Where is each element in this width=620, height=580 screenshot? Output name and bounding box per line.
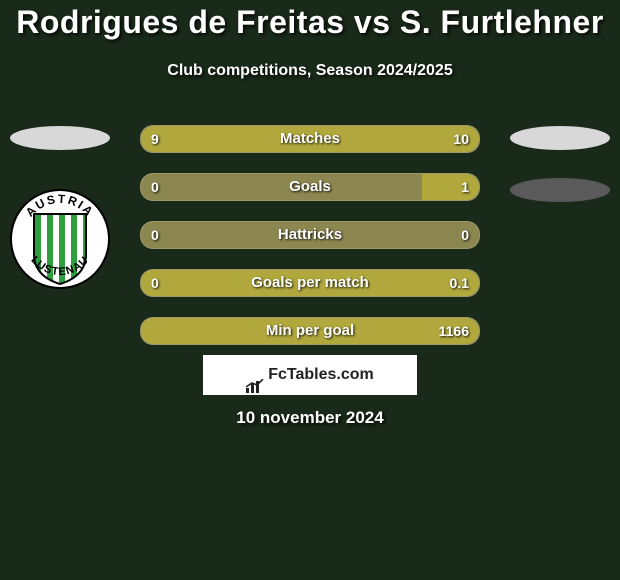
page-subtitle: Club competitions, Season 2024/2025 [0, 62, 620, 80]
page-title: Rodrigues de Freitas vs S. Furtlehner [0, 4, 620, 41]
stat-row: 9 Matches 10 [140, 125, 480, 153]
stat-label: Goals per match [141, 270, 479, 296]
stat-value-right: 0 [461, 222, 469, 248]
comparison-infographic: Rodrigues de Freitas vs S. Furtlehner Cl… [0, 0, 620, 580]
snapshot-date: 10 november 2024 [0, 408, 620, 428]
player-left-placeholder-icon [10, 126, 110, 150]
fctables-watermark: FcTables.com [203, 355, 417, 395]
stat-label: Hattricks [141, 222, 479, 248]
stat-row: 0 Goals per match 0.1 [140, 269, 480, 297]
stat-label: Matches [141, 126, 479, 152]
stat-label: Min per goal [141, 318, 479, 344]
fctables-label: FcTables.com [268, 366, 374, 383]
stat-row: 0 Goals 1 [140, 173, 480, 201]
stats-bars: 9 Matches 10 0 Goals 1 0 Hattricks 0 0 G… [140, 125, 480, 365]
stat-row: 0 Hattricks 0 [140, 221, 480, 249]
stat-label: Goals [141, 174, 479, 200]
club-left-badge: AUSTRIA LUSTENAU [10, 179, 110, 299]
bar-chart-icon [246, 369, 264, 383]
stat-value-right: 1166 [439, 318, 469, 344]
stat-value-right: 0.1 [450, 270, 469, 296]
player-right-placeholder-icon [510, 126, 610, 150]
stat-value-right: 10 [453, 126, 469, 152]
club-right-placeholder-icon [510, 178, 610, 202]
stat-value-right: 1 [461, 174, 469, 200]
stat-row: Min per goal 1166 [140, 317, 480, 345]
austria-lustenau-badge-icon: AUSTRIA LUSTENAU [10, 179, 110, 299]
